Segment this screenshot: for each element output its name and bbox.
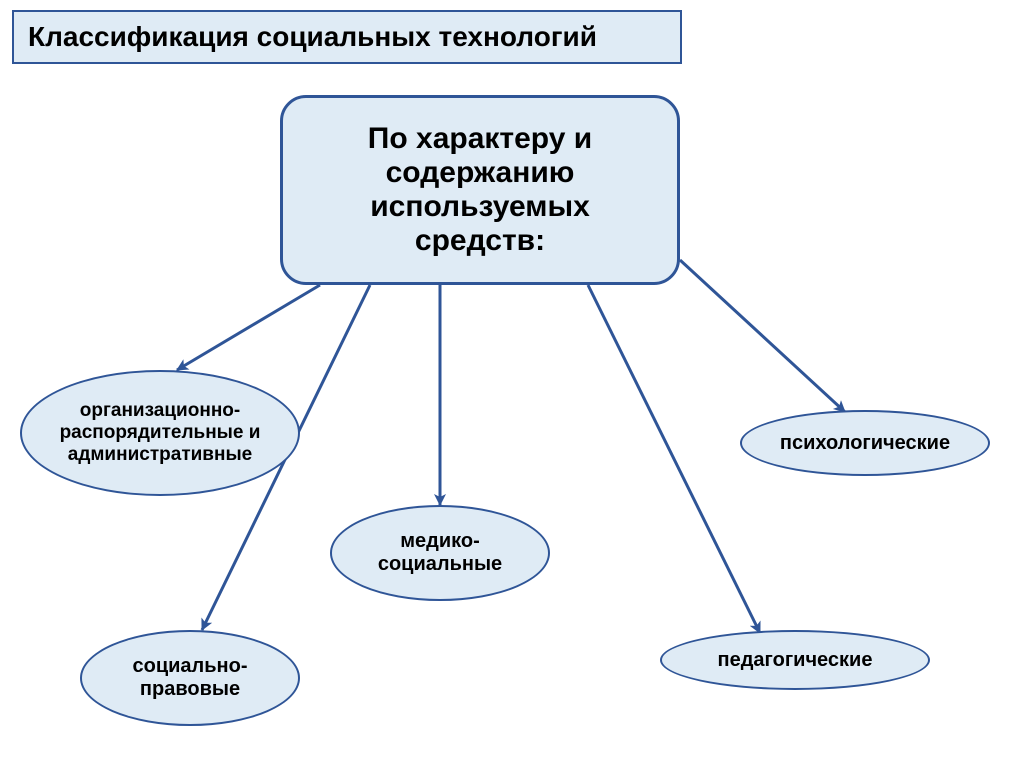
arrow-4 (588, 285, 760, 633)
node-socleg-label: социально-правовые (92, 655, 288, 701)
node-medsoc-label: медико-социальные (342, 530, 538, 576)
diagram-stage: Классификация социальных технологий По х… (0, 0, 1024, 767)
node-pedagog-label: педагогические (718, 649, 873, 672)
node-socleg: социально-правовые (80, 630, 300, 726)
arrow-0 (177, 285, 320, 370)
title-box: Классификация социальных технологий (12, 10, 682, 64)
arrow-1 (680, 260, 845, 412)
title-text: Классификация социальных технологий (28, 21, 597, 53)
node-org-admin: организационно-распорядительные и админи… (20, 370, 300, 496)
node-pedagog: педагогические (660, 630, 930, 690)
root-node: По характеру и содержанию используемых с… (280, 95, 680, 285)
node-psych: психологические (740, 410, 990, 476)
node-medsoc: медико-социальные (330, 505, 550, 601)
root-text: По характеру и содержанию используемых с… (305, 122, 655, 258)
node-org-admin-label: организационно-распорядительные и админи… (32, 400, 288, 466)
node-psych-label: психологические (780, 432, 950, 455)
